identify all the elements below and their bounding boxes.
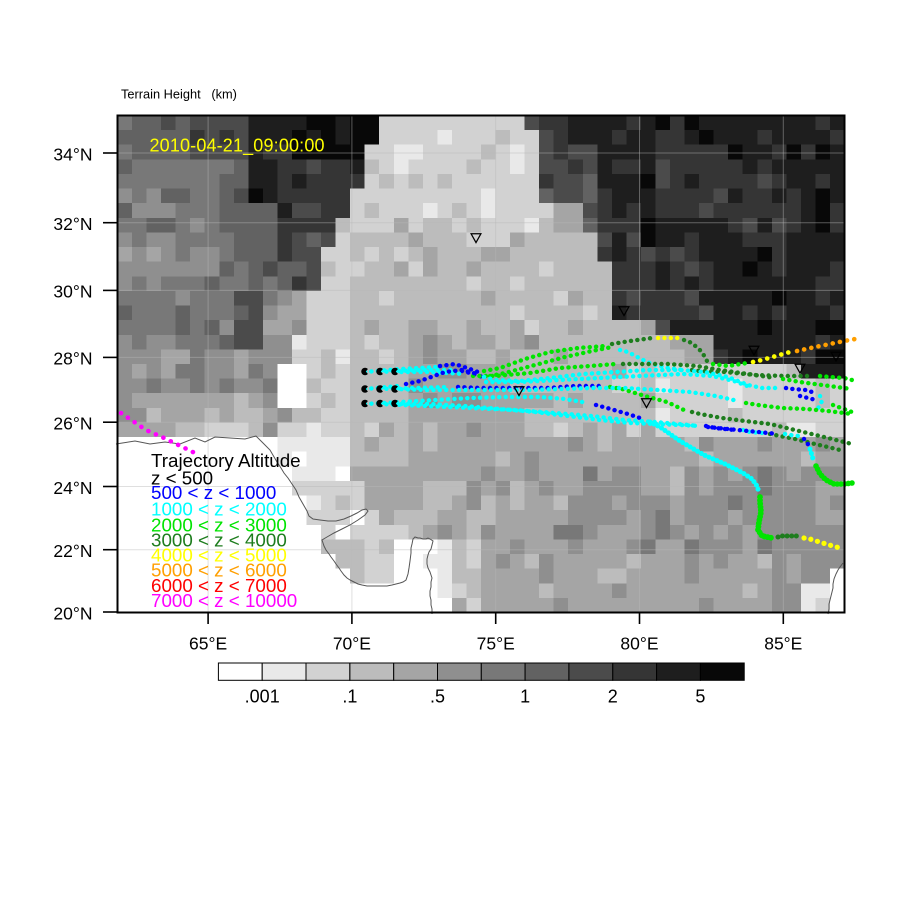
svg-text:6000 < z < 7000: 6000 < z < 7000 [151,575,287,596]
svg-text:Terrain Height (km): Terrain Height (km) [121,87,237,102]
svg-text:75°E: 75°E [477,634,515,654]
svg-text:1000 < z < 2000: 1000 < z < 2000 [151,499,287,520]
svg-text:80°E: 80°E [620,634,658,654]
svg-text:Trajectory Altitude: Trajectory Altitude [151,450,301,471]
svg-text:22°N: 22°N [53,541,92,561]
svg-text:85°E: 85°E [764,634,802,654]
svg-text:34°N: 34°N [53,144,92,164]
svg-text:7000 < z < 10000: 7000 < z < 10000 [151,590,297,611]
svg-text:1: 1 [520,686,530,706]
svg-text:500 < z < 1000: 500 < z < 1000 [151,482,276,503]
svg-text:20°N: 20°N [53,603,92,623]
svg-text:4000 < z < 5000: 4000 < z < 5000 [151,545,287,566]
svg-text:2000 < z < 3000: 2000 < z < 3000 [151,515,287,536]
svg-text:2: 2 [608,686,618,706]
svg-text:5: 5 [695,686,705,706]
svg-text:28°N: 28°N [53,349,92,369]
svg-text:24°N: 24°N [53,478,92,498]
svg-text:5000 < z < 6000: 5000 < z < 6000 [151,560,287,581]
svg-text:z < 500: z < 500 [151,468,213,489]
svg-text:.1: .1 [342,686,357,706]
svg-text:30°N: 30°N [53,282,92,302]
svg-text:26°N: 26°N [53,414,92,434]
svg-text:3000 < z < 4000: 3000 < z < 4000 [151,530,287,551]
svg-text:65°E: 65°E [189,634,227,654]
svg-text:.5: .5 [430,686,445,706]
svg-text:70°E: 70°E [333,634,371,654]
svg-text:32°N: 32°N [53,214,92,234]
svg-text:.001: .001 [245,686,280,706]
svg-text:2010-04-21_09:00:00: 2010-04-21_09:00:00 [150,136,325,157]
